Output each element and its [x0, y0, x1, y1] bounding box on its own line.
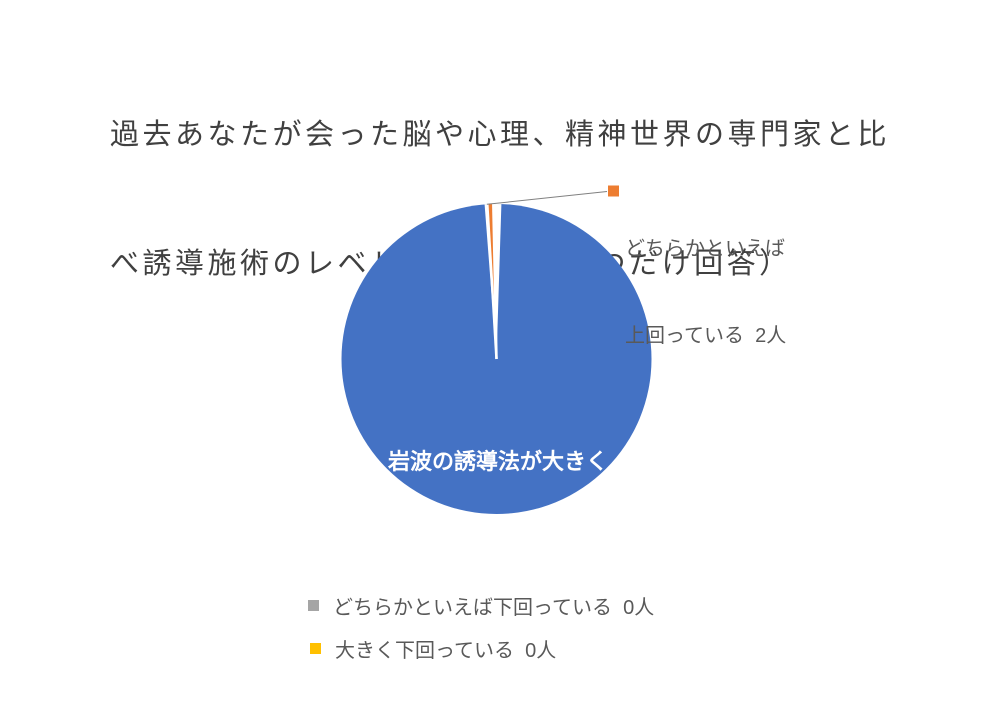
legend-entry-gray-label: どちらかといえば下回っている 0人: [333, 596, 655, 619]
leader-line: [486, 191, 608, 205]
legend-entry-yellow-label: 大きく下回っている 0人: [335, 639, 557, 662]
data-label-orange: どちらかといえば 上回っている 2人: [625, 177, 786, 409]
data-label-blue-line-2: 上回っている 301人: [388, 536, 590, 561]
data-label-orange-line-2: 上回っている 2人: [625, 325, 787, 347]
legend-entry-gray: どちらかといえば下回っている 0人: [308, 591, 654, 619]
legend-swatch-yellow: [310, 642, 321, 654]
callout-legend-key: [608, 185, 619, 197]
chart-title-line-1: 過去あなたが会った脳や心理、精神世界の専門家と比: [110, 119, 891, 151]
data-label-orange-line-1: どちらかといえば: [625, 238, 785, 260]
data-label-blue: 岩波の誘導法が大きく 上回っている 301人: [388, 389, 608, 621]
legend-entry-yellow: 大きく下回っている 0人: [310, 634, 556, 662]
data-label-blue-line-1: 岩波の誘導法が大きく: [388, 449, 609, 474]
pie-slice-orange-border-right: [492, 203, 498, 360]
legend-swatch-gray: [308, 599, 319, 611]
